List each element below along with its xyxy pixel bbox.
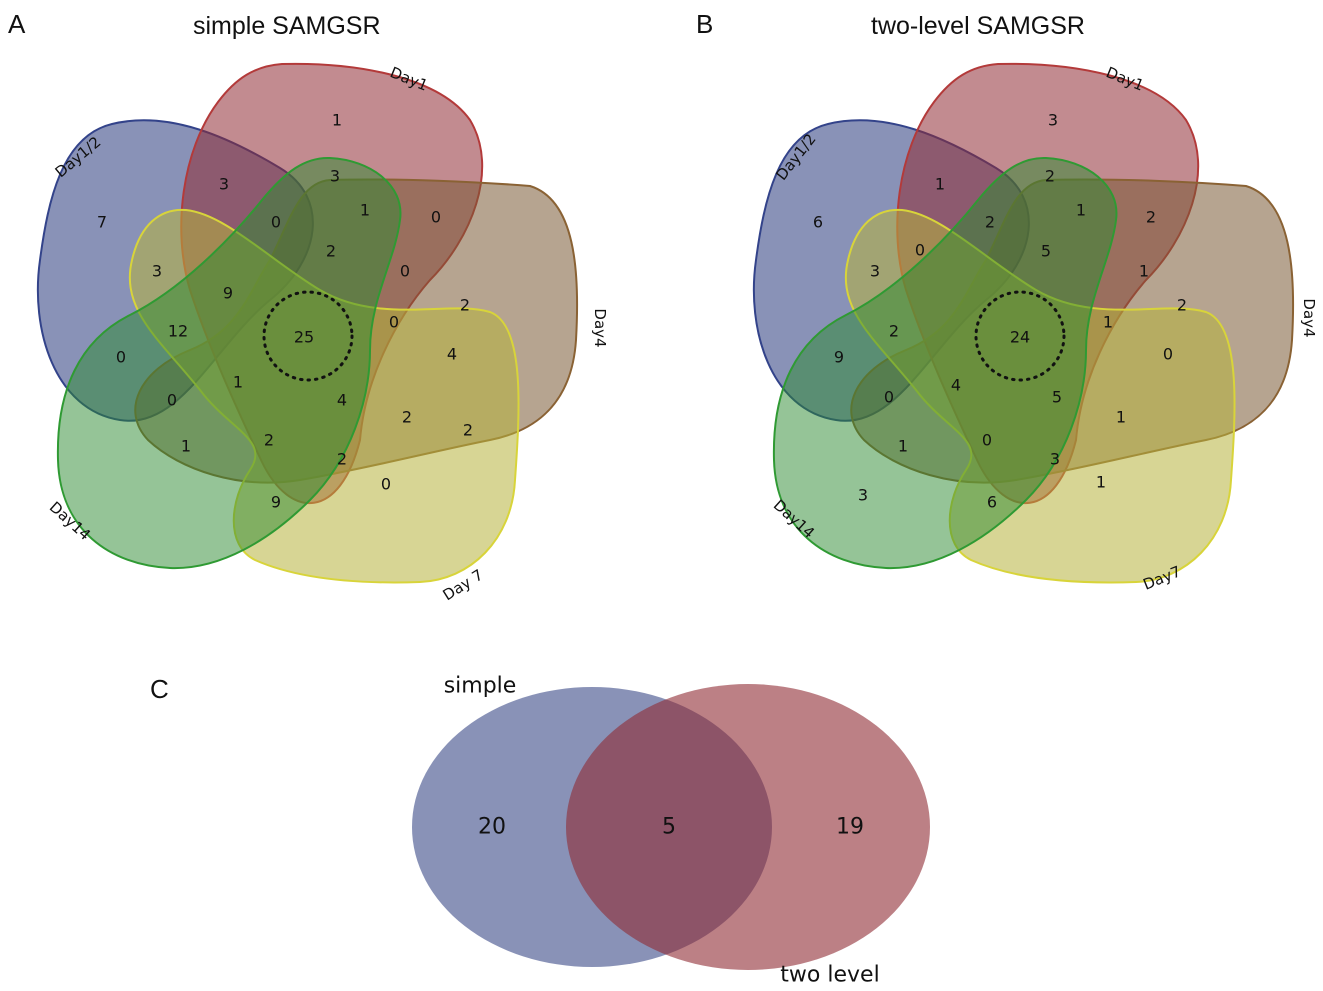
panel-a-region-count-24: 0 — [389, 313, 399, 332]
panel-a-region-count-8: 2 — [326, 242, 336, 261]
panel-b-region-count-7: 2 — [1146, 208, 1156, 227]
panel-c-intersection-count: 5 — [662, 815, 676, 840]
panel-b-region-count-19: 3 — [1050, 450, 1060, 469]
panel-b-region-count-12: 9 — [834, 348, 844, 367]
panel-b-region-count-18: 6 — [987, 493, 997, 512]
panel-a-label: A — [8, 9, 26, 39]
panel-a-region-count-3: 7 — [97, 213, 107, 232]
set-day14-blob — [772, 156, 1118, 570]
panel-a-region-count-27: 25 — [294, 328, 314, 347]
panel-a-set-label-day4: Day4 — [591, 308, 609, 347]
panel-b-region-count-4: 2 — [1045, 167, 1055, 186]
panel-b-region-count-24: 1 — [1139, 262, 1149, 281]
panel-b-set-label-day4: Day4 — [1300, 298, 1318, 337]
panel-a-region-count-15: 1 — [233, 373, 243, 392]
panel-b-region-count-26: 1 — [1116, 408, 1126, 427]
panel-a-region-count-19: 2 — [337, 450, 347, 469]
panel-b-region-count-21: 0 — [1163, 345, 1173, 364]
panel-b-region-count-2: 1 — [935, 175, 945, 194]
panel-b-title: two-level SAMGSR — [871, 12, 1085, 40]
panel-b-region-count-22: 2 — [1177, 296, 1187, 315]
core-highlight-circle — [262, 290, 354, 382]
set-day14-blob — [56, 156, 402, 570]
panel-a-region-count-2: 3 — [219, 175, 229, 194]
panel-b-region-count-10: 3 — [870, 262, 880, 281]
panel-b-region-count-8: 5 — [1041, 242, 1051, 261]
panel-b-venn — [752, 62, 1295, 584]
panel-b-region-count-15: 4 — [951, 376, 961, 395]
panel-b-region-count-9: 0 — [915, 241, 925, 260]
panel-a-region-count-4: 3 — [330, 167, 340, 186]
panel-b-region-count-23: 1 — [1103, 313, 1113, 332]
panel-a-venn — [36, 62, 579, 584]
panel-b-region-count-16: 1 — [898, 437, 908, 456]
panel-b-region-count-1: 3 — [1048, 111, 1058, 130]
panel-a-region-count-6: 0 — [271, 213, 281, 232]
panel-c-label: C — [150, 674, 169, 704]
panel-b-label: B — [696, 9, 713, 39]
panel-c-left-only-count: 20 — [478, 815, 506, 840]
panel-a-region-count-10: 3 — [152, 262, 162, 281]
panel-b-region-count-5: 1 — [1076, 201, 1086, 220]
panel-a-title: simple SAMGSR — [193, 12, 381, 40]
panel-b-region-count-20: 1 — [1096, 473, 1106, 492]
panel-c-right-label: two level — [780, 963, 879, 988]
two-level-set-ellipse — [566, 684, 930, 970]
panel-a-region-count-25: 2 — [402, 408, 412, 427]
panel-a-region-count-14: 0 — [400, 262, 410, 281]
panel-a-region-count-22: 2 — [460, 296, 470, 315]
panel-a-region-count-5: 1 — [360, 201, 370, 220]
panel-b-region-count-6: 2 — [985, 213, 995, 232]
panel-b-region-count-25: 5 — [1052, 388, 1062, 407]
panel-a-region-count-16: 1 — [181, 437, 191, 456]
panel-b-region-count-17: 0 — [982, 431, 992, 450]
panel-a-region-count-20: 0 — [381, 475, 391, 494]
panel-b-region-count-13: 3 — [858, 486, 868, 505]
panel-b-region-count-27: 24 — [1010, 328, 1030, 347]
panel-b-region-count-14: 0 — [884, 388, 894, 407]
panel-a-region-count-18: 9 — [271, 493, 281, 512]
panel-b-region-count-3: 6 — [813, 213, 823, 232]
core-highlight-circle — [974, 290, 1066, 382]
panel-c-left-label: simple — [444, 674, 517, 699]
panel-c-right-only-count: 19 — [836, 815, 864, 840]
panel-c-venn — [412, 684, 930, 970]
panel-a-region-count-7: 0 — [431, 208, 441, 227]
panel-b-region-counts: 3 1 6 2 1 2 2 5 0 3 2 9 3 0 4 1 0 6 3 1 0 2 1 1 5 1 24 — [813, 111, 1187, 512]
panel-a-region-count-26: 2 — [463, 421, 473, 440]
panel-a-region-count-11: 12 — [168, 322, 188, 341]
panel-b-region-count-11: 2 — [889, 322, 899, 341]
panel-a-region-count-13: 0 — [167, 391, 177, 410]
panel-a-region-count-21: 4 — [447, 345, 457, 364]
panel-a-region-count-17: 2 — [264, 431, 274, 450]
panel-a-region-count-1: 1 — [332, 111, 342, 130]
panel-a-region-count-23: 4 — [337, 391, 347, 410]
panel-a-region-count-12: 0 — [116, 348, 126, 367]
panel-a-region-count-9: 9 — [223, 284, 233, 303]
